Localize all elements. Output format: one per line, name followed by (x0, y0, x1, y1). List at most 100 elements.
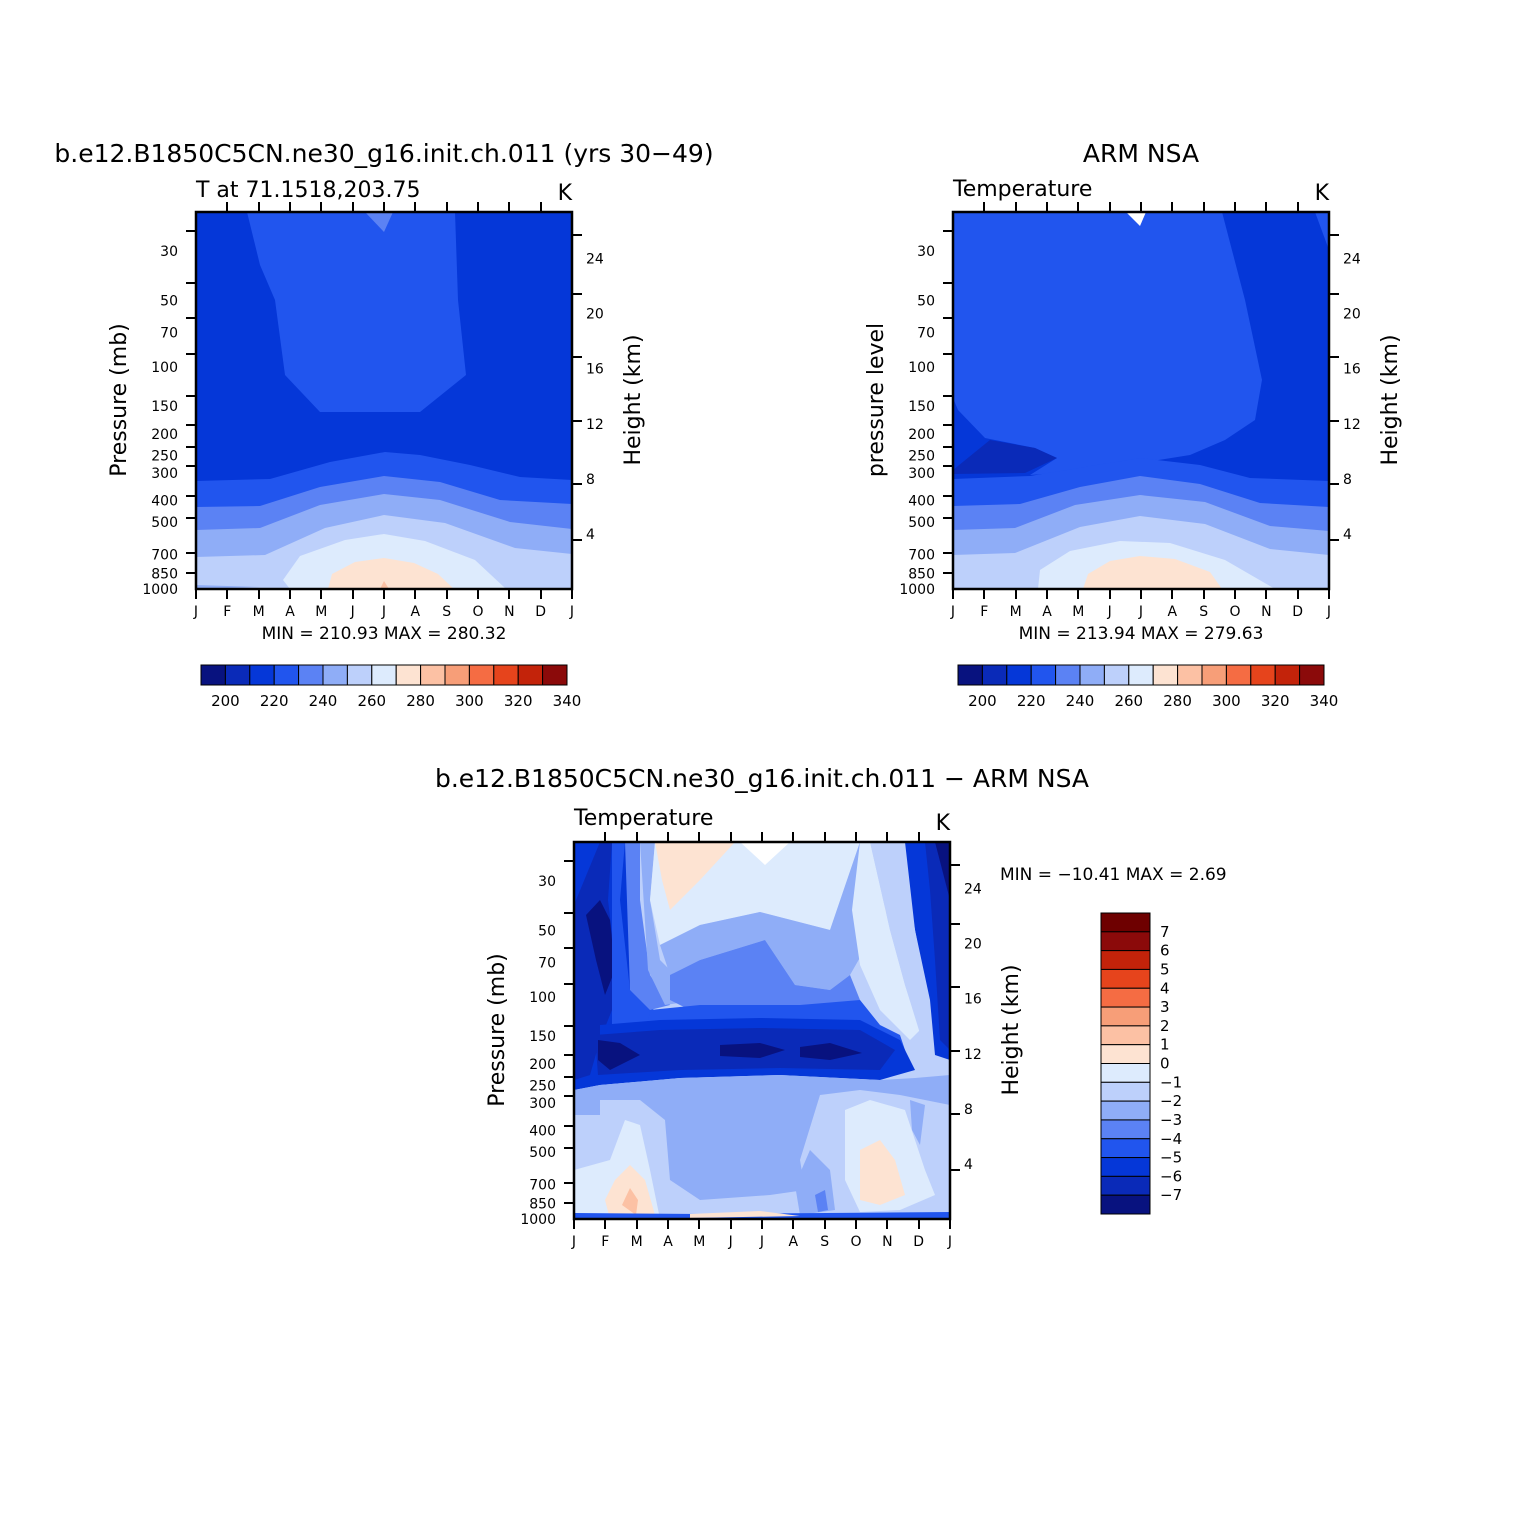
height-tick-label: 12 (586, 417, 604, 433)
month-tick-label: D (1292, 604, 1303, 620)
panel-diff: b.e12.B1850C5CN.ne30_g16.init.ch.011 − A… (435, 764, 1227, 1250)
colorbar-box (542, 664, 568, 686)
colorbar-box (346, 664, 373, 686)
month-tick-label: J (569, 604, 574, 620)
month-tick-label: A (411, 604, 421, 620)
month-tick-label: A (1168, 604, 1178, 620)
height-tick-label: 16 (964, 992, 982, 1008)
pressure-tick-label: 300 (908, 466, 935, 482)
colorbar-label: 240 (309, 692, 338, 710)
panel-obs-units: K (1315, 181, 1330, 206)
colorbar-label: 4 (1160, 979, 1170, 997)
height-tick-label: 4 (964, 1157, 973, 1173)
month-tick-label: F (601, 1234, 609, 1250)
colorbar-box (981, 664, 1008, 686)
colorbar-label: 3 (1160, 998, 1170, 1016)
panel-diff-ylabel-left: Pressure (mb) (485, 953, 510, 1107)
colorbar-label: 260 (1114, 692, 1143, 710)
month-tick-label: O (850, 1234, 861, 1250)
pressure-tick-label: 700 (908, 548, 935, 564)
colorbar-box (1100, 1025, 1151, 1046)
pressure-tick-label: 500 (908, 515, 935, 531)
colorbar-box (1100, 1006, 1151, 1027)
colorbar-box (1100, 931, 1151, 952)
colorbar-box (1100, 1100, 1151, 1121)
colorbar-label: −4 (1160, 1130, 1182, 1148)
colorbar-label: 200 (211, 692, 240, 710)
month-tick-label: S (442, 604, 451, 620)
panel-model-left-string: T at 71.1518,203.75 (195, 178, 420, 203)
pressure-tick-label: 500 (151, 515, 178, 531)
colorbar-label: 200 (968, 692, 997, 710)
colorbar-label: 300 (1212, 692, 1241, 710)
panel-model-stats: MIN = 210.93 MAX = 280.32 (262, 624, 507, 644)
height-tick-label: 8 (964, 1102, 973, 1118)
pressure-tick-label: 30 (917, 244, 935, 260)
pressure-tick-label: 70 (160, 326, 178, 342)
colorbar-box (224, 664, 251, 686)
month-tick-label: M (253, 604, 265, 620)
panel-model-height-tick-labels: 24 20 16 12 8 4 (586, 252, 604, 543)
month-tick-label: F (980, 604, 988, 620)
panel-diff-units: K (936, 811, 951, 836)
colorbar-box (371, 664, 397, 686)
colorbar-box (1100, 987, 1151, 1008)
month-tick-label: M (693, 1234, 705, 1250)
pressure-tick-label: 400 (529, 1124, 556, 1140)
panel-obs-ticks (943, 202, 1339, 599)
colorbar-box (1100, 912, 1151, 933)
colorbar-label: 220 (1017, 692, 1046, 710)
month-tick-label: N (1261, 604, 1271, 620)
height-tick-label: 24 (964, 882, 982, 898)
month-tick-label: N (504, 604, 514, 620)
panel-model-ylabel-right: Height (km) (621, 334, 646, 465)
colorbar-label: −5 (1160, 1149, 1182, 1167)
pressure-tick-label: 850 (908, 566, 935, 582)
colorbar-box (1177, 664, 1203, 686)
colorbar-box (1100, 1138, 1151, 1159)
panel-obs-left-string: Temperature (952, 177, 1092, 202)
height-tick-label: 20 (586, 307, 604, 323)
pressure-tick-label: 30 (160, 244, 178, 260)
colorbar-label: 220 (260, 692, 289, 710)
colorbar-label: −2 (1160, 1092, 1182, 1110)
colorbar-box (1100, 1044, 1151, 1064)
month-tick-label: D (913, 1234, 924, 1250)
month-tick-label: J (1138, 604, 1143, 620)
panel-model-contour-field (196, 212, 572, 589)
pressure-tick-label: 50 (538, 923, 556, 939)
colorbar-box (322, 664, 348, 686)
month-tick-label: N (882, 1234, 892, 1250)
pressure-tick-label: 100 (151, 360, 178, 376)
pressure-tick-label: 200 (529, 1057, 556, 1073)
month-tick-label: F (223, 604, 231, 620)
panel-diff-title: b.e12.B1850C5CN.ne30_g16.init.ch.011 − A… (435, 764, 1089, 793)
colorbar-box (1006, 664, 1032, 686)
pressure-tick-label: 70 (538, 956, 556, 972)
month-tick-label: O (1229, 604, 1240, 620)
panel-obs-title: ARM NSA (1083, 139, 1199, 168)
pressure-tick-label: 100 (529, 990, 556, 1006)
height-tick-label: 12 (1343, 417, 1361, 433)
height-tick-label: 4 (1343, 527, 1352, 543)
pressure-tick-label: 70 (917, 326, 935, 342)
pressure-tick-label: 150 (908, 399, 935, 415)
month-tick-label: J (193, 604, 198, 620)
panel-diff-height-tick-labels: 24 20 16 12 8 4 (964, 882, 982, 1173)
pressure-tick-label: 1000 (520, 1212, 556, 1228)
height-tick-label: 4 (586, 527, 595, 543)
month-tick-label: S (1199, 604, 1208, 620)
colorbar-box (200, 664, 226, 686)
colorbar-box (395, 664, 422, 686)
colorbar-label: 320 (504, 692, 533, 710)
month-tick-label: J (571, 1234, 576, 1250)
panel-diff-left-string: Temperature (573, 806, 713, 831)
panel-obs-stats: MIN = 213.94 MAX = 279.63 (1019, 624, 1264, 644)
month-tick-label: J (728, 1234, 733, 1250)
panel-model-title: b.e12.B1850C5CN.ne30_g16.init.ch.011 (yr… (54, 139, 713, 168)
pressure-tick-label: 250 (908, 448, 935, 464)
pressure-tick-label: 300 (151, 466, 178, 482)
pressure-tick-label: 200 (151, 427, 178, 443)
